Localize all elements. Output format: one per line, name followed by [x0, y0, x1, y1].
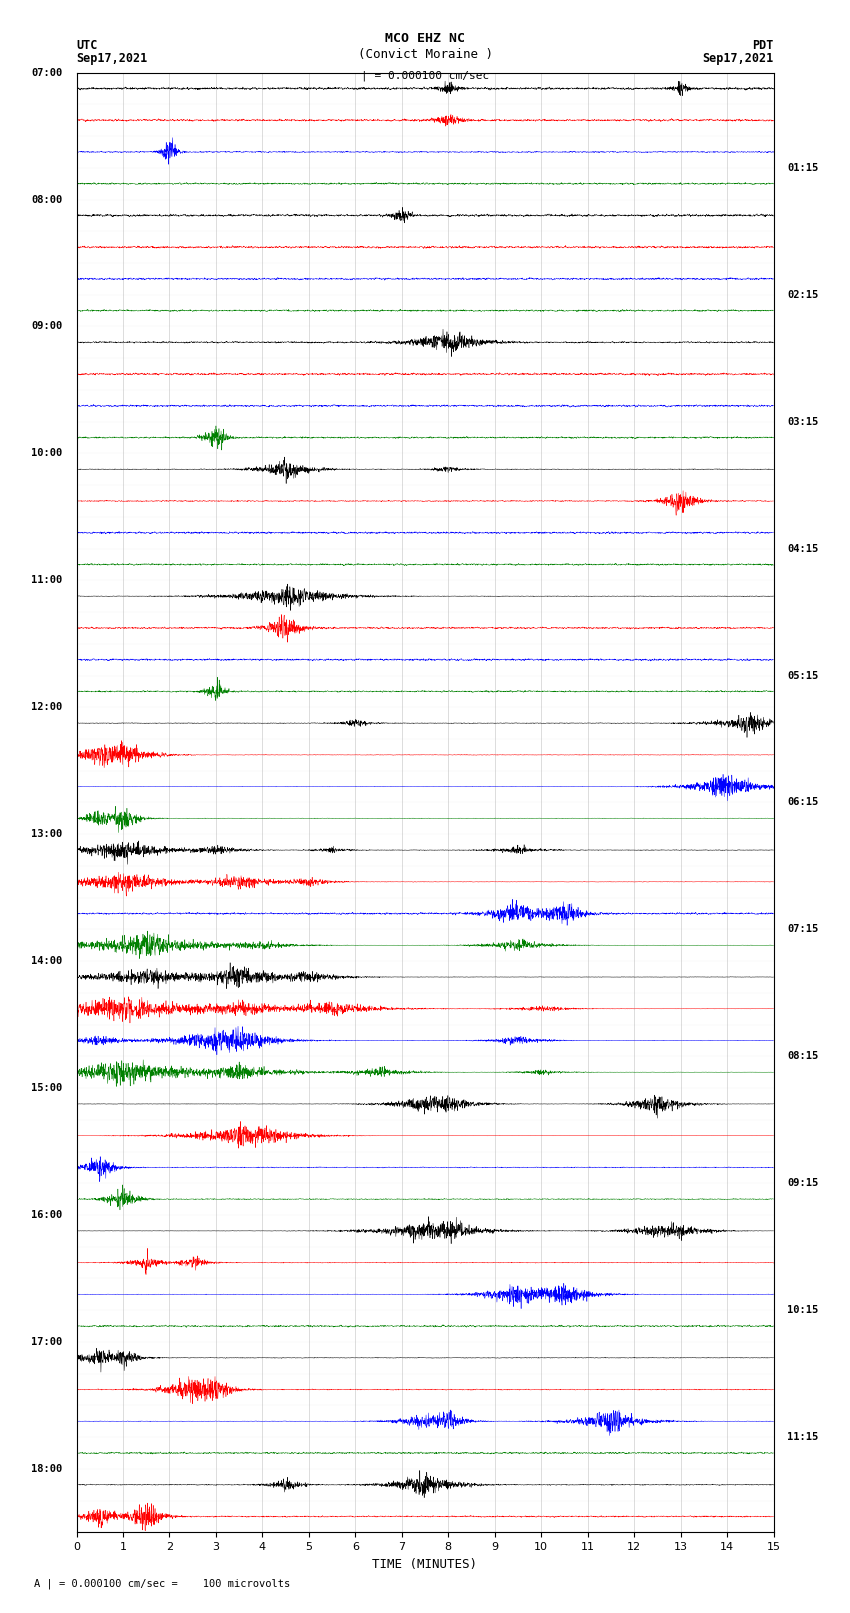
Text: 11:15: 11:15 — [787, 1432, 819, 1442]
Text: 17:00: 17:00 — [31, 1337, 63, 1347]
Text: 09:15: 09:15 — [787, 1177, 819, 1189]
Text: 16:00: 16:00 — [31, 1210, 63, 1219]
Text: (Convict Moraine ): (Convict Moraine ) — [358, 48, 492, 61]
Text: | = 0.000100 cm/sec: | = 0.000100 cm/sec — [361, 71, 489, 82]
Text: 08:00: 08:00 — [31, 195, 63, 205]
Text: 04:15: 04:15 — [787, 544, 819, 553]
Text: 03:15: 03:15 — [787, 416, 819, 427]
Text: 15:00: 15:00 — [31, 1082, 63, 1094]
Text: 12:00: 12:00 — [31, 702, 63, 713]
Text: UTC: UTC — [76, 39, 98, 52]
Text: 08:15: 08:15 — [787, 1052, 819, 1061]
Text: 02:15: 02:15 — [787, 290, 819, 300]
Text: A | = 0.000100 cm/sec =    100 microvolts: A | = 0.000100 cm/sec = 100 microvolts — [34, 1578, 290, 1589]
Text: 10:00: 10:00 — [31, 448, 63, 458]
Text: 09:00: 09:00 — [31, 321, 63, 331]
Text: Sep17,2021: Sep17,2021 — [702, 52, 774, 65]
Text: Sep17,2021: Sep17,2021 — [76, 52, 148, 65]
Text: 07:15: 07:15 — [787, 924, 819, 934]
Text: 18:00: 18:00 — [31, 1465, 63, 1474]
Text: 06:15: 06:15 — [787, 797, 819, 808]
X-axis label: TIME (MINUTES): TIME (MINUTES) — [372, 1558, 478, 1571]
Text: 14:00: 14:00 — [31, 957, 63, 966]
Text: PDT: PDT — [752, 39, 774, 52]
Text: 13:00: 13:00 — [31, 829, 63, 839]
Text: 10:15: 10:15 — [787, 1305, 819, 1315]
Text: 05:15: 05:15 — [787, 671, 819, 681]
Text: 07:00: 07:00 — [31, 68, 63, 77]
Text: MCO EHZ NC: MCO EHZ NC — [385, 32, 465, 45]
Text: 11:00: 11:00 — [31, 576, 63, 586]
Text: 01:15: 01:15 — [787, 163, 819, 173]
